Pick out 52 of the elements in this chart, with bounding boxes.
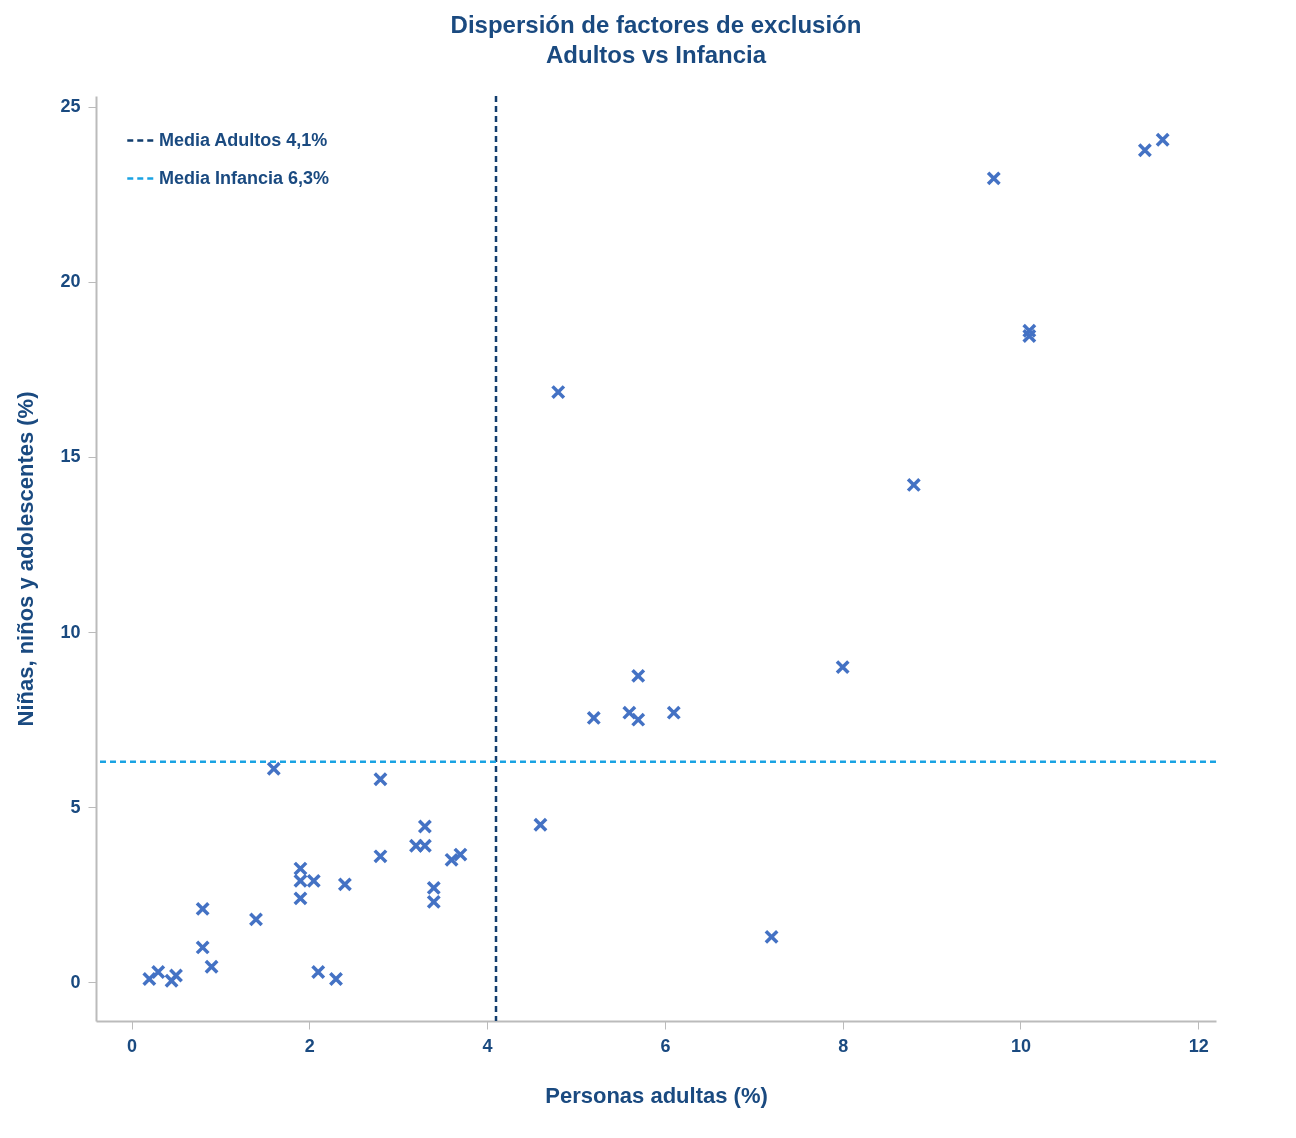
point — [292, 890, 308, 906]
x-tick-label: 8 — [838, 1035, 849, 1056]
point — [372, 848, 388, 864]
point — [452, 847, 468, 863]
x-tick-label: 6 — [660, 1035, 671, 1056]
point — [666, 705, 682, 721]
y-tick-label: 25 — [60, 96, 81, 117]
point — [630, 712, 646, 728]
point — [372, 771, 388, 787]
chart-title: Dispersión de factores de exclusión — [450, 11, 862, 38]
legend-label: Media Infancia 6,3% — [159, 167, 330, 188]
point — [417, 838, 433, 854]
y-tick-label: 10 — [60, 621, 81, 642]
point — [1155, 132, 1171, 148]
point — [310, 964, 326, 980]
chart-subtitle: Adultos vs Infancia — [545, 41, 767, 68]
y-tick-label: 15 — [60, 446, 81, 467]
point — [248, 911, 264, 927]
x-tick-label: 12 — [1188, 1035, 1209, 1056]
point — [306, 873, 322, 889]
point — [204, 959, 220, 975]
x-tick-label: 2 — [304, 1035, 315, 1056]
point — [195, 939, 211, 955]
x-tick-label: 0 — [127, 1035, 138, 1056]
point — [1137, 142, 1153, 158]
point — [621, 705, 637, 721]
point — [164, 973, 180, 989]
y-tick-label: 5 — [70, 796, 81, 817]
point — [337, 876, 353, 892]
point — [550, 384, 566, 400]
point — [150, 964, 166, 980]
point — [764, 929, 780, 945]
point — [417, 819, 433, 834]
point — [586, 710, 602, 726]
y-axis-title: Niñas, niños y adolescentes (%) — [13, 391, 39, 727]
point — [168, 968, 184, 983]
ref-line-label: Media Adultos 4,1% — [159, 129, 328, 150]
point — [141, 971, 157, 987]
y-tick-label: 0 — [70, 971, 81, 992]
point — [532, 817, 548, 833]
point — [195, 901, 211, 917]
point — [630, 668, 646, 684]
x-tick-label: 10 — [1010, 1035, 1031, 1056]
point — [444, 852, 460, 868]
y-tick-label: 20 — [60, 271, 81, 292]
point — [266, 761, 282, 777]
x-axis-title: Personas adultas (%) — [545, 1082, 768, 1108]
x-tick-label: 4 — [482, 1035, 493, 1056]
point — [328, 971, 344, 987]
point — [835, 659, 851, 675]
point — [986, 170, 1002, 186]
point — [906, 477, 922, 493]
